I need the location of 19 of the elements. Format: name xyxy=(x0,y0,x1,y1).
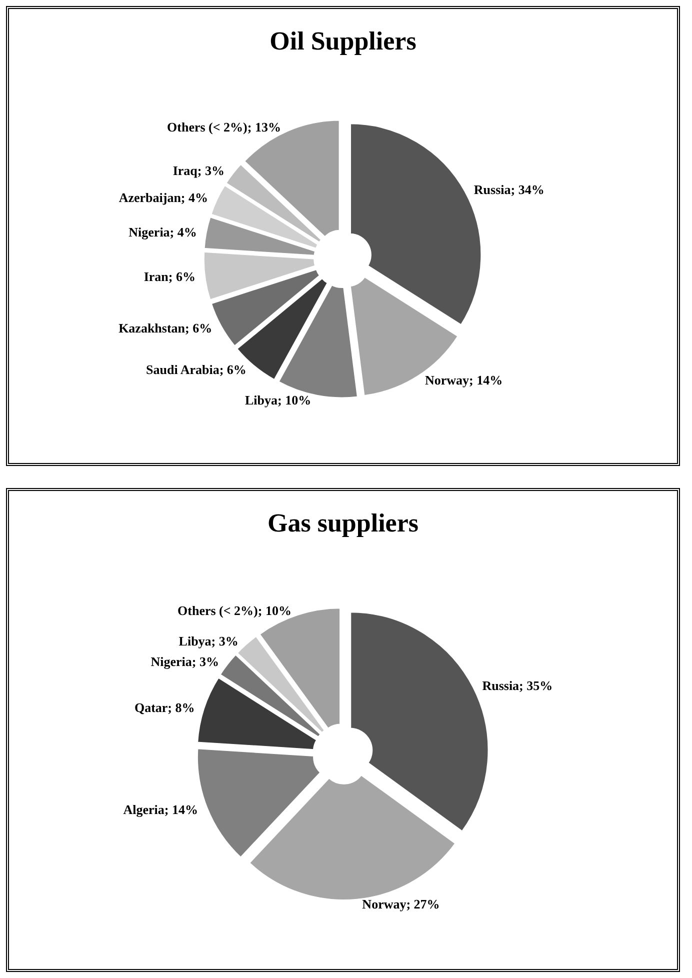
slice-label: Nigeria; 3% xyxy=(150,654,219,670)
slice-label: Nigeria; 4% xyxy=(128,224,197,240)
slice-label: Norway; 27% xyxy=(362,896,440,912)
slice-label: Algeria; 14% xyxy=(123,802,198,817)
slice-label: Libya; 10% xyxy=(244,392,312,408)
slice-label: Norway; 14% xyxy=(424,372,503,388)
slice-label: Others (< 2%); 13% xyxy=(167,119,281,134)
slice-label: Libya; 3% xyxy=(178,633,238,648)
slice-label: Russia; 34% xyxy=(474,182,544,197)
chart-title: Gas suppliers xyxy=(268,508,418,538)
slice-label: Iran; 6% xyxy=(144,269,196,284)
slice-label: Azerbaijan; 4% xyxy=(118,190,208,206)
slice-label: Russia; 35% xyxy=(482,678,553,694)
slice-label: Qatar; 8% xyxy=(134,700,195,715)
chart-title: Oil Suppliers xyxy=(270,26,416,56)
slice-label: Saudi Arabia; 6% xyxy=(146,362,246,377)
slice-label: Iraq; 3% xyxy=(172,163,224,178)
slice-label: Others (< 2%); 10% xyxy=(178,603,292,618)
slice-label: Kazakhstan; 6% xyxy=(118,320,212,336)
